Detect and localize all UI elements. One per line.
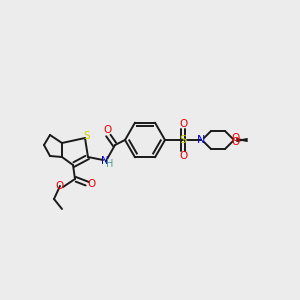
Text: O: O (231, 133, 239, 143)
Text: O: O (179, 119, 187, 129)
Text: N: N (197, 135, 205, 145)
Text: H: H (106, 159, 114, 169)
Text: O: O (55, 181, 63, 191)
Text: S: S (84, 131, 90, 141)
Text: N: N (101, 156, 109, 166)
Text: S: S (179, 135, 187, 145)
Text: O: O (231, 137, 239, 147)
Text: O: O (103, 125, 111, 135)
Text: O: O (88, 179, 96, 189)
Text: O: O (179, 151, 187, 161)
